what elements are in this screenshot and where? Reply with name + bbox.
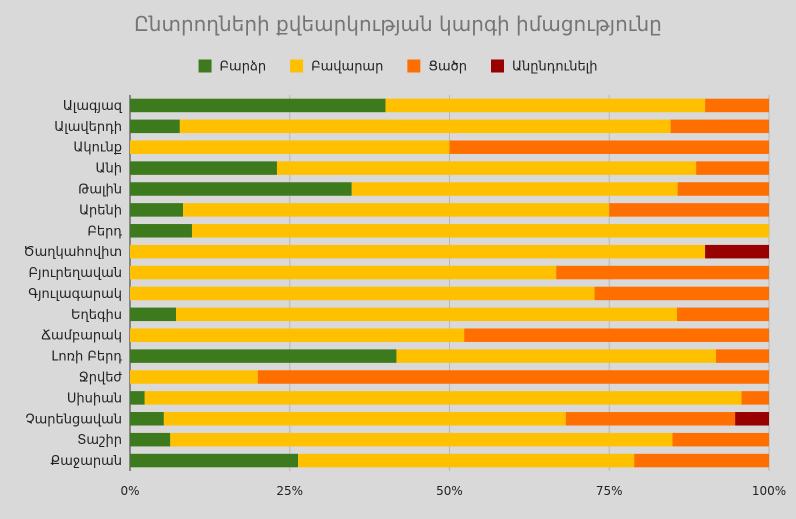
x-axis-ticks: 0% 25% 50% 75% 100% (120, 484, 786, 498)
legend-swatch (198, 59, 212, 73)
legend-label: Անընդունելի (512, 60, 597, 75)
bar-segment (130, 391, 145, 405)
legend-item: Անընդունելի (491, 59, 597, 75)
category-label: Տաշիր (77, 433, 122, 448)
legend-label: Ցածր (428, 60, 467, 75)
category-label: Բերդ (87, 224, 122, 239)
bar-segment (130, 349, 397, 363)
legend-swatch (290, 59, 304, 73)
legend-item: Ցածր (407, 59, 467, 75)
legend-item: Բարձր (198, 59, 267, 75)
bar-segment (715, 349, 769, 363)
bar-segment (130, 224, 192, 238)
bar-segment (670, 119, 769, 134)
bar-segment (144, 391, 742, 405)
bar-segment (385, 98, 706, 113)
bar-segment (396, 349, 716, 363)
category-label: Քաջարան (50, 454, 122, 469)
category-label: Անի (96, 162, 122, 177)
x-tick-label: 75% (596, 484, 623, 498)
bar-segment (556, 265, 769, 280)
category-label: Սիսիան (67, 391, 122, 406)
bar-segment (183, 203, 610, 217)
legend-item: Բավարար (290, 59, 383, 75)
bar-segment (130, 140, 450, 154)
bar-segment (163, 412, 566, 426)
legend-label: Բարձր (220, 60, 267, 75)
category-label: Չարենցավան (25, 412, 122, 427)
category-label: Ակունք (73, 141, 122, 156)
bar-segment (130, 412, 164, 426)
bar-segment (130, 432, 171, 447)
bar-segment (130, 203, 184, 217)
x-tick-label: 100% (752, 484, 786, 498)
bar-segment (634, 453, 769, 468)
bar-segment (130, 265, 557, 280)
bar-segment (351, 182, 678, 196)
bar-segment (130, 328, 465, 342)
bar-segment (130, 161, 277, 175)
category-label: Բյուրեղավան (29, 266, 122, 281)
category-label: Ալավերդի (54, 120, 122, 135)
bar-segment (276, 161, 697, 175)
bar-segment (565, 412, 736, 426)
bar-segment (130, 182, 352, 196)
category-label: Լոռի Բերդ (51, 350, 122, 365)
bar-segment (705, 244, 769, 259)
chart-title: Ընտրողների քվեարկության կարգի իմացությու… (134, 12, 662, 36)
bar-segment (696, 161, 769, 175)
bar-segment (130, 307, 177, 322)
bar-segment (735, 412, 769, 426)
category-label: Ալագյազ (63, 99, 123, 114)
x-tick-label: 25% (276, 484, 303, 498)
bar-segment (130, 370, 258, 384)
bar-segment (594, 286, 769, 301)
bar-segment (130, 453, 299, 468)
bar-segment (676, 307, 769, 322)
bar-segment (170, 432, 673, 447)
bar-segment (130, 119, 180, 134)
category-label: Ծաղկահովիտ (23, 245, 122, 260)
bar-segment (705, 98, 769, 113)
bar-segment (130, 98, 386, 113)
bar-segment (741, 391, 769, 405)
bar-segment (179, 119, 671, 134)
bar-segment (130, 286, 595, 301)
category-label: Ջրվեժ (79, 371, 123, 386)
bar-segment (449, 140, 769, 154)
legend-swatch (407, 59, 421, 73)
gridlines (129, 95, 770, 471)
category-labels: Ալագյազ Ալավերդի Ակունք Անի Թալին Արենի Բերդ Ծա… (23, 99, 122, 469)
legend-swatch (491, 59, 505, 73)
category-label: Արենի (79, 203, 122, 218)
category-label: Ճամբարակ (41, 329, 122, 344)
bar-segment (672, 432, 769, 447)
bar-segment (464, 328, 769, 342)
bar-segment (257, 370, 769, 384)
bar-segment (130, 244, 706, 259)
x-tick-label: 0% (120, 484, 139, 498)
bar-segment (609, 203, 769, 217)
x-tick-label: 50% (436, 484, 463, 498)
category-label: Եղեգիս (71, 308, 122, 323)
bar-segment (298, 453, 635, 468)
legend: Բարձր Բավարար Ցածր Անընդունելի (198, 59, 597, 75)
category-label: Գյուլագարակ (28, 287, 122, 302)
legend-label: Բավարար (311, 60, 383, 75)
category-label: Թալին (78, 183, 122, 198)
bar-segment (176, 307, 677, 322)
bar-segment (191, 224, 769, 238)
bar-segment (677, 182, 769, 196)
bars (130, 98, 769, 468)
